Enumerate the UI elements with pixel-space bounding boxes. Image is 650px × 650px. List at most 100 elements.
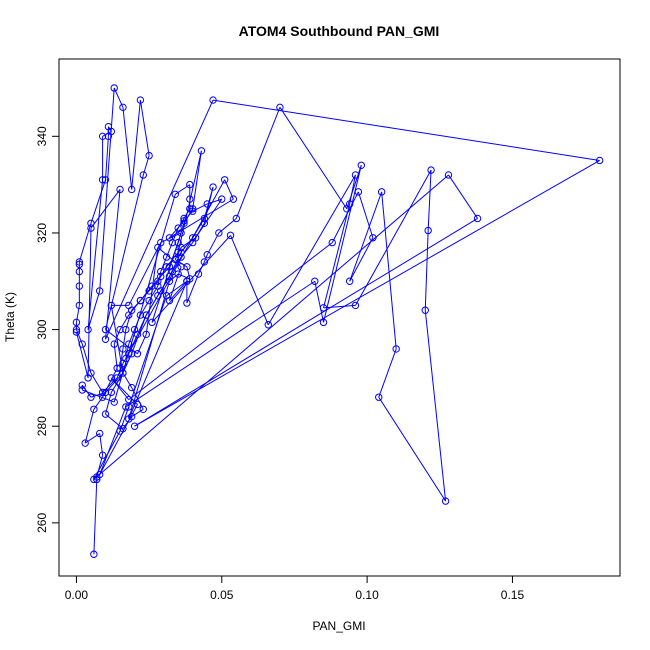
- data-point: [145, 287, 153, 295]
- series-segment: [169, 220, 185, 239]
- data-point: [119, 345, 127, 353]
- series-segment: [110, 372, 124, 393]
- data-point: [122, 403, 130, 411]
- series-segment: [113, 344, 118, 369]
- data-point: [98, 451, 107, 459]
- y-tick-label: 320: [35, 223, 49, 243]
- series-segment: [87, 179, 104, 330]
- series-segment: [349, 191, 383, 282]
- data-point: [90, 405, 98, 414]
- data-point: [157, 267, 165, 276]
- data-point: [220, 176, 229, 184]
- data-point: [119, 369, 127, 377]
- data-point: [200, 219, 209, 227]
- data-point: [127, 383, 136, 392]
- data-point: [116, 185, 124, 194]
- data-point: [174, 224, 182, 232]
- data-point: [101, 325, 110, 334]
- data-point: [101, 410, 110, 418]
- data-point: [421, 306, 429, 314]
- data-point: [119, 103, 127, 112]
- series-segment: [128, 242, 162, 306]
- data-point: [81, 439, 89, 447]
- series-segment: [140, 290, 150, 301]
- x-tick-label: 0.10: [355, 588, 379, 602]
- series-segment: [212, 99, 600, 161]
- data-point: [113, 364, 121, 372]
- data-point: [145, 151, 153, 160]
- data-point: [189, 207, 197, 215]
- data-point: [75, 258, 84, 266]
- series-segment: [105, 99, 214, 340]
- data-point: [203, 200, 211, 208]
- data-point: [122, 354, 130, 363]
- series-segment: [139, 300, 150, 316]
- data-point: [122, 325, 130, 334]
- series-segment: [230, 235, 269, 325]
- data-point: [75, 282, 84, 290]
- data-point: [369, 234, 377, 242]
- data-point: [424, 226, 432, 235]
- series-segment: [357, 191, 374, 238]
- data-point: [125, 301, 133, 310]
- data-point: [345, 277, 354, 285]
- data-point: [75, 301, 84, 310]
- data-point: [127, 185, 136, 194]
- series-segment: [122, 107, 133, 190]
- data-point: [165, 272, 174, 281]
- data-point: [98, 388, 107, 397]
- data-point: [107, 374, 116, 382]
- y-tick-label: 280: [35, 416, 49, 436]
- series-segment: [87, 290, 101, 330]
- data-point: [162, 263, 171, 271]
- series-segment: [139, 99, 150, 156]
- series-segment: [195, 198, 223, 239]
- series-segment: [203, 254, 208, 263]
- data-point: [157, 238, 165, 247]
- series-segment: [279, 107, 348, 210]
- data-point: [133, 400, 142, 409]
- data-point: [113, 374, 121, 382]
- series-segment: [93, 396, 104, 410]
- series-segment: [160, 232, 182, 244]
- series-segment: [331, 191, 359, 243]
- series-segment: [169, 273, 179, 282]
- series-segment: [99, 406, 127, 475]
- data-point: [200, 214, 209, 223]
- series-segment: [105, 174, 144, 330]
- series-segment: [113, 194, 176, 403]
- x-tick-label: 0.00: [65, 588, 89, 602]
- series-segment: [105, 413, 124, 430]
- series-segment: [171, 227, 179, 243]
- data-point: [209, 96, 217, 104]
- x-axis-label: PAN_GMI: [312, 619, 365, 633]
- data-point: [139, 405, 147, 414]
- data-point: [136, 311, 145, 319]
- data-point: [354, 188, 363, 196]
- data-point: [87, 224, 95, 232]
- series-segment: [424, 310, 447, 502]
- data-point: [95, 470, 104, 479]
- data-point: [183, 277, 191, 285]
- y-tick-label: 340: [35, 126, 49, 146]
- series-segment: [349, 237, 374, 282]
- data-point: [125, 395, 133, 404]
- data-point: [264, 321, 272, 329]
- series-segment: [267, 174, 356, 325]
- data-point: [162, 292, 171, 300]
- data-point: [441, 497, 450, 505]
- y-axis: 260 280 300 320 340: [35, 126, 60, 533]
- series-segment: [110, 377, 138, 405]
- series-segment: [349, 174, 356, 205]
- data-point: [136, 96, 145, 104]
- data-point: [311, 277, 319, 285]
- series-segment: [128, 242, 333, 401]
- series-segment: [151, 235, 231, 323]
- data-point: [101, 388, 110, 397]
- series-segment: [110, 305, 124, 374]
- data-point: [473, 214, 482, 223]
- data-point: [186, 180, 194, 189]
- series-segment: [131, 100, 141, 190]
- series-segment: [90, 179, 106, 224]
- data-point: [177, 263, 185, 271]
